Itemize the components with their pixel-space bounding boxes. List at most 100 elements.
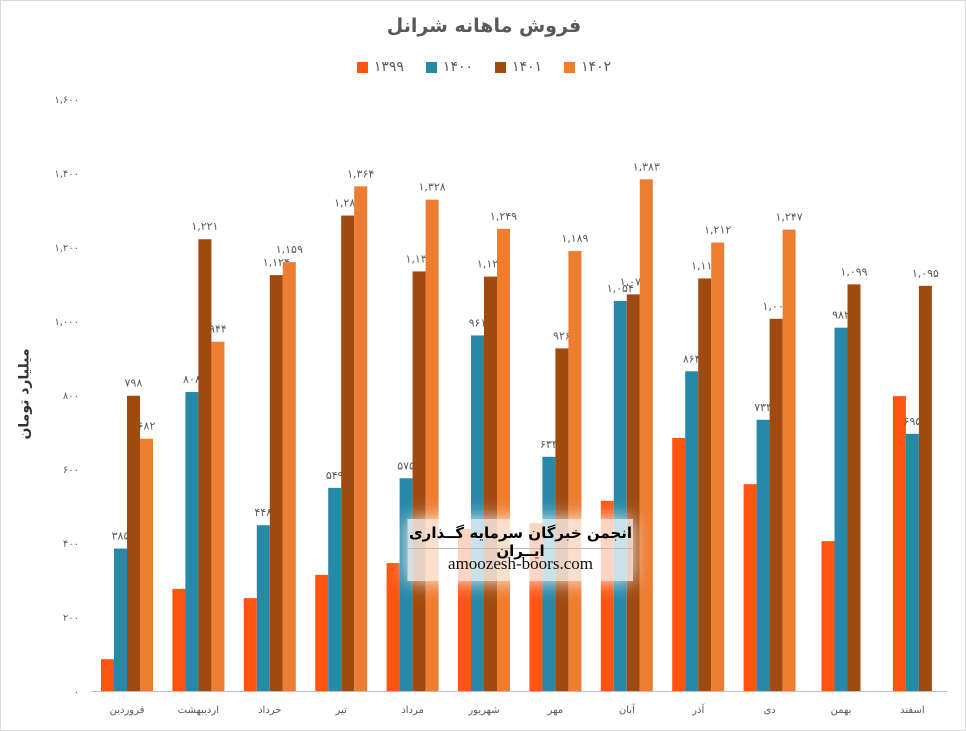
bar-۱۳۹۹ bbox=[172, 588, 186, 691]
y-tick-label: ۰ bbox=[74, 687, 79, 698]
data-label: ۶۹۵ bbox=[904, 415, 922, 428]
x-tick-label: مرداد bbox=[401, 705, 424, 716]
legend-label: ۱۴۰۰ bbox=[442, 59, 473, 75]
legend-label: ۱۳۹۹ bbox=[373, 59, 404, 75]
bar-۱۳۹۹ bbox=[386, 562, 400, 691]
y-tick-label: ۴۰۰ bbox=[63, 539, 79, 550]
bar-۱۴۰۱ bbox=[269, 275, 283, 691]
bar-۱۴۰۱ bbox=[127, 395, 140, 691]
bar-۱۴۰۱ bbox=[918, 285, 932, 691]
data-label: ۱,۲۲۱ bbox=[191, 220, 218, 233]
data-label: ۱,۰۹۵ bbox=[912, 267, 939, 280]
bar-۱۳۹۹ bbox=[743, 484, 757, 691]
legend-item: ۱۴۰۱ bbox=[495, 59, 542, 75]
bar-۱۳۹۹ bbox=[243, 598, 257, 691]
bar-۱۴۰۲ bbox=[425, 199, 439, 691]
legend-swatch bbox=[564, 61, 576, 73]
data-label: ۱,۰۵۴ bbox=[607, 282, 634, 295]
data-label: ۱,۳۶۴ bbox=[347, 167, 374, 180]
chart-title: فروش ماهانه شرانل bbox=[386, 15, 582, 37]
bar-۱۴۰۰ bbox=[399, 478, 413, 691]
legend-item: ۱۴۰۰ bbox=[425, 59, 473, 75]
bar-۱۴۰۲ bbox=[639, 179, 653, 692]
bar-۱۳۹۹ bbox=[315, 574, 329, 691]
legend-swatch bbox=[495, 61, 506, 73]
bar-۱۴۰۱ bbox=[484, 276, 497, 691]
x-tick-label: بهمن bbox=[831, 705, 852, 716]
legend-label: ۱۴۰۲ bbox=[581, 59, 612, 75]
data-label: ۱,۲۴۹ bbox=[490, 210, 517, 223]
data-label: ۶۳۳ bbox=[540, 438, 558, 451]
bar-۱۴۰۱ bbox=[341, 215, 355, 692]
x-tick-label: دی bbox=[763, 705, 775, 716]
bar-۱۳۹۹ bbox=[821, 541, 835, 691]
data-label: ۷۳۳ bbox=[754, 401, 772, 414]
bar-۱۴۰۲ bbox=[568, 251, 582, 691]
bar-۱۴۰۰ bbox=[685, 371, 699, 691]
bar-۱۴۰۲ bbox=[497, 228, 510, 691]
data-label: ۵۷۵ bbox=[397, 459, 415, 472]
legend: ۱۳۹۹ ۱۴۰۰ ۱۴۰۱ ۱۴۰۲ bbox=[1, 59, 965, 75]
bar-۱۴۰۱ bbox=[198, 239, 212, 692]
bar-۱۴۰۲ bbox=[140, 438, 153, 691]
data-label: ۱,۳۸۳ bbox=[633, 160, 660, 173]
data-label: ۴۴۸ bbox=[254, 506, 272, 519]
x-tick-label: اردیبهشت bbox=[178, 705, 219, 716]
bar-۱۴۰۱ bbox=[626, 294, 640, 691]
bar-۱۴۰۲ bbox=[354, 186, 368, 691]
data-label: ۱,۱۵۹ bbox=[276, 243, 303, 256]
bar-۱۴۰۲ bbox=[711, 242, 725, 691]
legend-item: ۱۳۹۹ bbox=[356, 59, 404, 75]
data-label: ۱,۲۱۲ bbox=[704, 224, 731, 237]
bar-۱۴۰۲ bbox=[211, 341, 225, 691]
y-tick-label: ۱,۲۰۰ bbox=[54, 243, 79, 254]
bar-۱۴۰۰ bbox=[185, 392, 199, 691]
data-label: ۸۰۸ bbox=[183, 373, 201, 386]
data-label: ۵۴۹ bbox=[326, 469, 344, 482]
legend-swatch bbox=[425, 61, 437, 73]
data-label: ۶۸۲ bbox=[138, 420, 156, 433]
data-label: ۹۸۲ bbox=[832, 309, 850, 322]
data-label: ۱,۲۴۷ bbox=[776, 211, 803, 224]
bar-۱۴۰۰ bbox=[756, 419, 770, 691]
data-label: ۹۴۴ bbox=[209, 323, 227, 336]
bar-۱۴۰۰ bbox=[256, 525, 270, 691]
watermark-line2: amoozesh-boors.com bbox=[448, 554, 593, 573]
watermark-line1: انجمن خبرگان سرمایه گــذاری ایــران bbox=[408, 519, 633, 560]
bar-۱۴۰۲ bbox=[282, 262, 296, 691]
bar-۱۴۰۱ bbox=[847, 284, 861, 691]
bar-۱۴۰۲ bbox=[782, 229, 796, 692]
bar-۱۴۰۰ bbox=[834, 327, 848, 691]
y-tick-label: ۱,۴۰۰ bbox=[54, 169, 79, 180]
data-label: ۱,۱۸۹ bbox=[561, 232, 588, 245]
legend-swatch bbox=[356, 61, 368, 73]
bar-۱۳۹۹ bbox=[101, 659, 114, 691]
data-label: ۹۲۶ bbox=[553, 329, 571, 342]
bar-۱۳۹۹ bbox=[892, 396, 906, 691]
bar-۱۴۰۱ bbox=[412, 271, 426, 691]
x-tick-label: فروردین bbox=[110, 705, 145, 716]
legend-item: ۱۴۰۲ bbox=[564, 59, 611, 75]
data-label: ۱,۰۹۹ bbox=[840, 265, 867, 278]
data-label: ۹۶۱ bbox=[469, 316, 487, 329]
bar-۱۴۰۰ bbox=[905, 433, 919, 691]
x-tick-label: مهر bbox=[547, 705, 563, 716]
x-tick-label: آبان bbox=[619, 703, 636, 716]
y-tick-label: ۱,۰۰۰ bbox=[54, 317, 79, 328]
bar-۱۴۰۰ bbox=[613, 301, 627, 691]
bar-۱۴۰۰ bbox=[114, 548, 127, 691]
x-tick-label: اسفند bbox=[900, 705, 924, 716]
y-tick-label: ۸۰۰ bbox=[63, 391, 79, 402]
data-label: ۷۹۸ bbox=[125, 377, 143, 390]
bar-۱۴۰۰ bbox=[471, 335, 484, 691]
bar-۱۳۹۹ bbox=[672, 437, 686, 691]
bar-۱۴۰۱ bbox=[698, 278, 712, 691]
y-tick-label: ۲۰۰ bbox=[63, 613, 79, 624]
legend-label: ۱۴۰۱ bbox=[512, 59, 543, 75]
y-tick-label: ۶۰۰ bbox=[63, 465, 79, 476]
x-tick-label: شهریور bbox=[467, 705, 499, 716]
data-label: ۳۸۵ bbox=[112, 530, 130, 543]
y-tick-label: ۱,۶۰۰ bbox=[54, 95, 79, 106]
